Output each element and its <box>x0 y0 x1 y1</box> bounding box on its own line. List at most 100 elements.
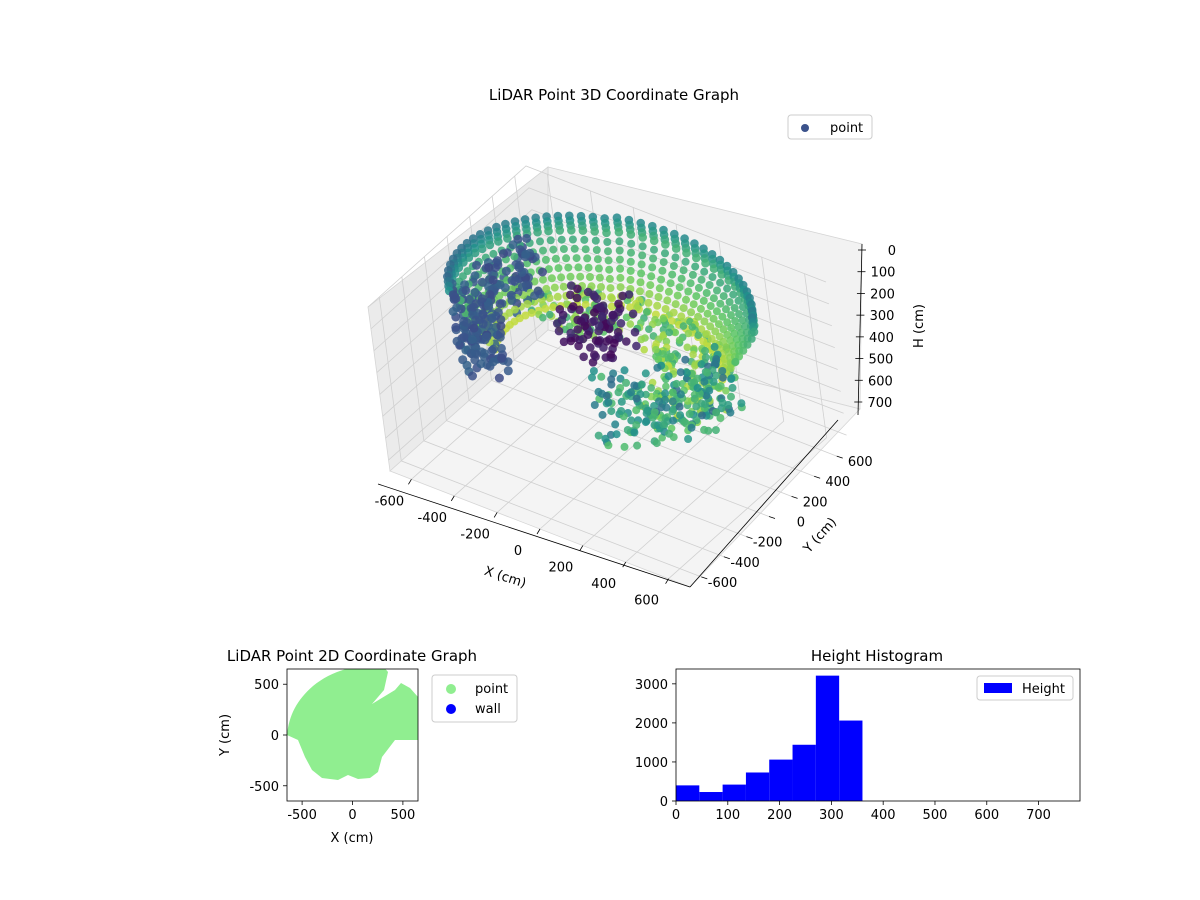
cloud-point <box>626 320 635 328</box>
cloud-point <box>590 401 599 409</box>
cloud-point <box>627 388 635 397</box>
hist-y-tick-label: 0 <box>660 795 668 810</box>
histogram-bar <box>722 784 746 801</box>
x-tick-mark <box>665 578 669 584</box>
cloud-point <box>638 242 647 251</box>
cloud-point <box>564 263 573 272</box>
cloud-point <box>469 302 478 312</box>
cloud-point <box>667 317 676 325</box>
cloud-point <box>604 256 613 265</box>
y-tick-mark <box>723 556 730 560</box>
cloud-point <box>679 322 688 330</box>
x-tick-label: 200 <box>548 561 573 576</box>
cloud-point <box>565 322 574 331</box>
cloud-point <box>659 350 667 358</box>
cloud-point <box>607 407 616 416</box>
cloud-point <box>664 287 673 296</box>
cloud-point <box>557 235 566 244</box>
y-tick-label-2d: 0 <box>271 729 279 744</box>
cloud-point <box>462 360 472 370</box>
cloud-point <box>671 328 680 337</box>
cloud-point <box>510 252 519 261</box>
cloud-point <box>737 328 745 337</box>
cloud-point <box>729 290 738 299</box>
cloud-point <box>539 275 547 284</box>
cloud-point <box>671 244 681 253</box>
cloud-point <box>627 248 635 257</box>
histogram-bar <box>839 720 863 801</box>
x-tick-label: 400 <box>591 577 616 592</box>
y-tick-label: 200 <box>803 495 828 510</box>
cloud-point <box>681 355 690 364</box>
cloud-point <box>614 299 623 309</box>
cloud-point <box>613 327 623 337</box>
cloud-point <box>567 226 576 235</box>
cloud-point <box>572 254 581 263</box>
cloud-point <box>620 366 629 375</box>
legend-3d-frame <box>787 114 873 140</box>
cloud-point <box>594 431 603 440</box>
cloud-point <box>632 394 641 403</box>
cloud-point <box>645 325 653 334</box>
cloud-point <box>623 426 632 434</box>
cloud-point <box>679 266 688 275</box>
cloud-point <box>652 439 661 448</box>
hist-x-tick-label: 0 <box>672 808 680 823</box>
cloud-point <box>469 323 479 333</box>
cloud-point <box>470 287 480 297</box>
cloud-point <box>692 253 701 263</box>
cloud-point <box>659 325 668 334</box>
cloud-point <box>470 355 480 365</box>
cloud-point <box>689 350 697 359</box>
legend-histogram-frame <box>976 675 1074 701</box>
cloud-point <box>602 228 611 238</box>
cloud-point <box>586 273 594 281</box>
cloud-point <box>642 409 651 418</box>
histogram-bar <box>745 772 770 801</box>
cloud-point <box>579 352 588 362</box>
cloud-point <box>580 235 589 244</box>
cloud-point <box>633 303 641 312</box>
cloud-point <box>658 266 667 275</box>
cloud-point <box>701 353 710 362</box>
cloud-point <box>714 320 723 329</box>
cloud-point <box>575 305 584 315</box>
cloud-point <box>648 263 657 272</box>
cloud-point <box>655 284 664 293</box>
cloud-point <box>701 400 709 409</box>
cloud-point <box>591 352 600 361</box>
cloud-point <box>610 338 619 348</box>
y-tick-label: 600 <box>848 455 873 470</box>
cloud-point <box>717 404 726 413</box>
cloud-point <box>723 318 732 327</box>
cloud-point <box>472 260 481 270</box>
cloud-point <box>590 316 599 326</box>
cloud-point <box>737 399 746 408</box>
cloud-point <box>630 428 639 437</box>
cloud-point <box>559 337 569 347</box>
cloud-point <box>703 309 712 318</box>
cloud-point <box>533 286 543 296</box>
cloud-point <box>553 292 562 301</box>
cloud-point <box>636 287 644 296</box>
cloud-point <box>626 266 635 275</box>
cloud-point <box>617 397 626 406</box>
y-tick-mark <box>768 516 776 519</box>
cloud-point <box>514 263 524 273</box>
cloud-point <box>661 240 670 249</box>
cloud-point <box>661 249 669 258</box>
ticks-2d: -500 0 500 -500 0 500 <box>249 678 415 823</box>
cloud-point <box>497 353 506 363</box>
height-histogram: Height Histogram 0 100 200 300 400 500 600 7000… <box>635 647 1081 823</box>
cloud-point <box>608 310 618 320</box>
cloud-point <box>488 275 498 285</box>
cloud-point <box>615 237 624 246</box>
cloud-point <box>562 254 571 263</box>
cloud-point <box>450 292 459 302</box>
cloud-point <box>527 308 536 317</box>
cloud-point <box>682 248 691 258</box>
cloud-point <box>662 382 670 391</box>
cloud-point <box>694 312 703 321</box>
cloud-point <box>573 325 582 334</box>
